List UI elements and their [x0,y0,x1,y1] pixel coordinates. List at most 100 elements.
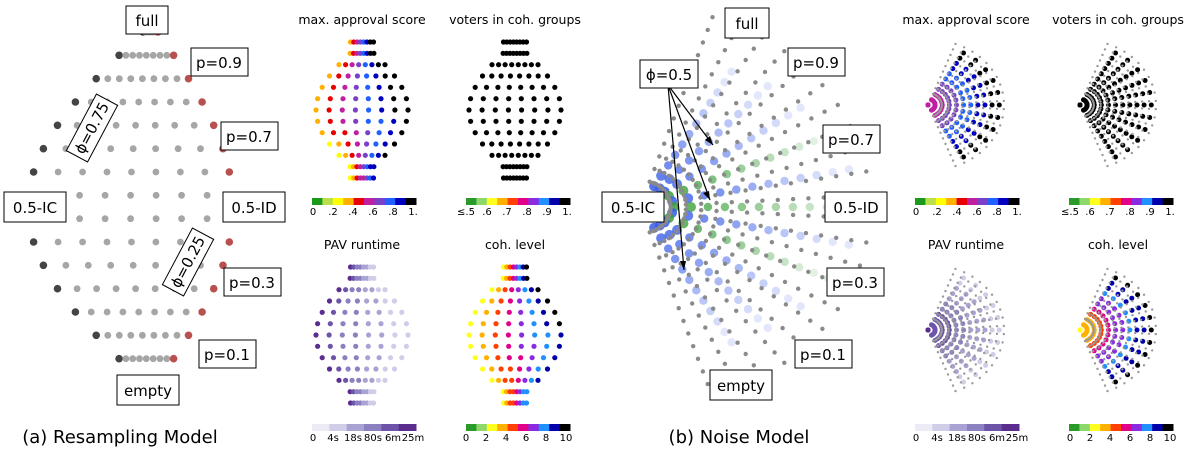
colorbar-approval-a-segment [395,198,407,205]
mini-bg-point [1103,93,1107,97]
map-b-bg-point [743,188,748,193]
mini-bg-point [969,359,972,362]
mini-point [468,118,474,124]
map-b-bg-point [671,116,676,121]
mini-point [489,287,495,293]
mini-point [961,50,966,56]
mini-point [509,62,515,68]
map-b-point [685,275,694,285]
map-b-point [743,100,753,110]
mini-point [315,321,321,327]
mini-bg-point [939,76,942,79]
mini-bg-point [1111,359,1115,362]
colorbar-coh-b-segment [1152,424,1164,431]
title-pav-runtime-b: PAV runtime [928,237,1005,252]
mini-point [1134,327,1140,333]
map-b-bg-point [759,123,764,128]
map-b-bg-point [666,173,672,178]
mini-bg-point [1147,356,1150,360]
mini-point [1109,149,1115,155]
map-b-bg-point [681,193,687,198]
map-b-bg-point [725,228,731,233]
mini-point [391,73,398,79]
map-b-point [684,249,694,258]
mini-point [517,298,523,304]
mini-bg-point [1103,357,1106,361]
mini-point [479,366,486,372]
colorbar-coh-a-segment [528,424,540,431]
map-b-bg-point [782,129,788,135]
mini-point [352,107,358,113]
mini-bg-point [1083,339,1087,343]
mini-bg-point [959,381,963,384]
mini-bg-point [941,70,945,73]
map-a-point [129,261,137,269]
mini-bg-point [1113,105,1116,109]
mini-bg-point [1107,130,1110,133]
mini-point [349,377,355,383]
mini-point [493,343,499,349]
mini-point [975,102,981,108]
map-b-bg-point [799,247,804,253]
map-b-bg-point [719,91,724,97]
mini-bg-point [989,354,992,357]
mini-bg-point [973,285,977,288]
mini-point [990,127,996,132]
map-b-bg-point [676,163,681,168]
map-b-bg-point [760,198,765,203]
mini-bg-point [1131,357,1134,361]
map-a-point [53,121,62,130]
mini-bg-point [1135,126,1138,130]
map-b-bg-point [716,60,721,65]
map-b-bg-point [792,264,797,269]
mini-bg-point [1103,273,1107,276]
map-b-bg-point [703,260,708,266]
mini-bg-point [947,100,950,103]
mini-point [489,366,495,372]
mini-bg-point [979,290,983,293]
mini-bg-point [1153,91,1156,94]
mini-bg-point [1113,330,1116,334]
label-id-b: 0.5-ID [833,199,878,217]
svg-text:8: 8 [1147,433,1153,444]
map-b-bg-point [694,283,700,289]
ticks-approval-b: 0 .2 .4 .6 .8 1. [913,207,1022,218]
mini-bg-point [1134,325,1137,329]
map-b-bg-point [775,197,780,203]
mini-bg-point [1111,381,1115,384]
mini-point [502,62,508,68]
map-b-bg-point [685,152,691,158]
mini-bg-point [963,161,966,164]
mini-point [489,73,495,79]
map-b-bg-point [756,266,761,271]
mini-point [387,309,394,315]
mini-bg-point [1111,290,1114,293]
colorbar-voters-a-segment [549,198,561,205]
mini-point [375,62,381,68]
colorbar-approval-a-segment [353,198,365,205]
svg-text:.8: .8 [992,207,1002,218]
mini-bg-point [1096,64,1099,68]
mini-point [982,102,988,108]
mini-bg-point [1093,70,1097,73]
mini-bg-point [1126,320,1129,324]
colorbar-approval-b-segment [946,198,958,205]
colorbar-approval-b-segment [987,198,999,205]
mini-point [326,332,332,338]
map-b-point [844,240,853,249]
mini-bg-point [979,357,982,361]
colorbar-runtime-b-segment [984,424,1003,431]
label-p03-b: p=0.3 [832,274,878,292]
mini-point [375,287,381,293]
map-b-bg-point [714,287,720,293]
map-b-point [664,244,673,253]
mini-point [515,377,521,383]
mini-bg-point [995,300,998,304]
mini-point [1135,362,1141,368]
mini-bg-point [969,368,972,371]
colorbar-coh-b-segment [1141,424,1153,431]
map-b-bg-point [790,196,796,202]
mini-bg-point [978,55,981,59]
svg-text:0: 0 [913,207,919,218]
